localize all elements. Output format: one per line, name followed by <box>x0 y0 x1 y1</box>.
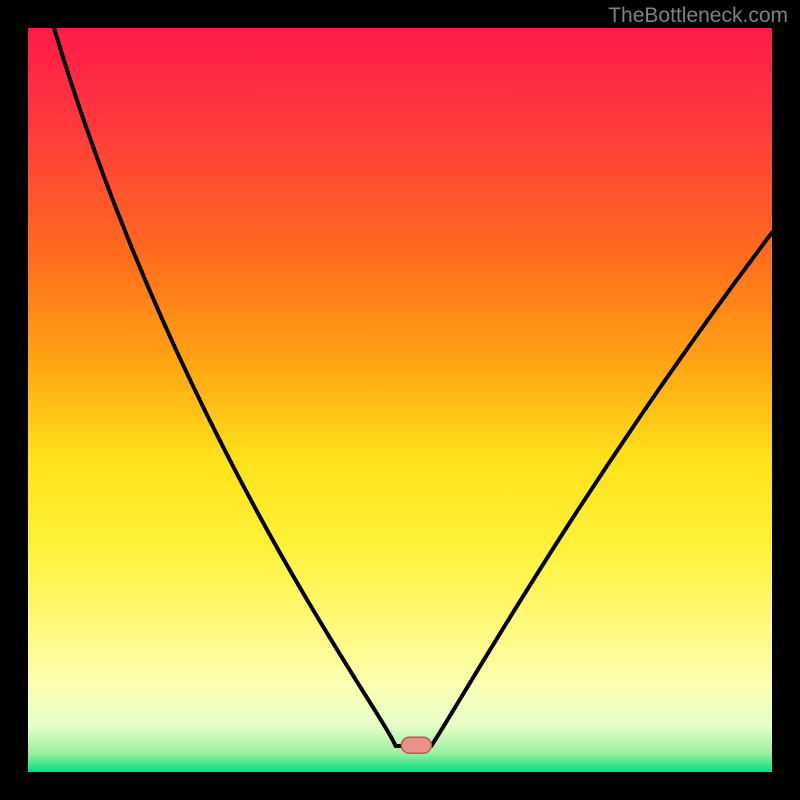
watermark-text: TheBottleneck.com <box>608 4 788 28</box>
valley-marker <box>401 737 431 753</box>
chart-svg <box>0 0 800 800</box>
plot-background <box>28 28 772 772</box>
bottleneck-chart <box>0 0 800 800</box>
